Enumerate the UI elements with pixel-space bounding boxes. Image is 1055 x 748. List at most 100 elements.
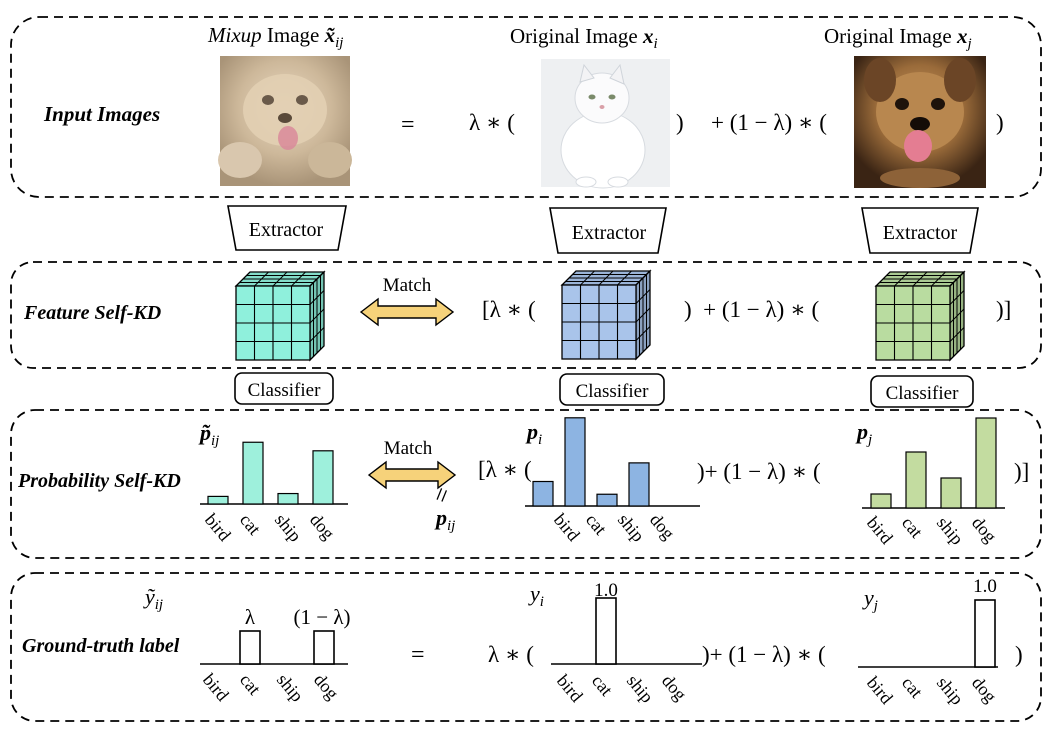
prob-match-arrow: [367, 460, 457, 490]
classifier-mixup: Classifier: [234, 372, 334, 405]
bar-bird: [870, 493, 892, 509]
tick-label-dog: dog: [646, 510, 679, 544]
classifier-mixup-label: Classifier: [248, 380, 321, 401]
row-box-feature: [10, 261, 1042, 369]
gt-close-plus: )+ (1 − λ) ∗ (: [702, 642, 826, 667]
bar-ship: [940, 477, 962, 509]
tick-label-dog: dog: [658, 671, 691, 705]
probability-title: Probability Self-KD: [17, 470, 181, 492]
bar-dog: [313, 630, 335, 665]
prob-close-plus: )+ (1 − λ) ∗ (: [697, 459, 821, 484]
feature-close-plus: ) + (1 − λ) ∗ (: [684, 297, 819, 322]
classifier-orig-i: Classifier: [559, 373, 665, 406]
gt-lambda-label: λ: [245, 605, 256, 629]
extractor-orig-i-label: Extractor: [572, 222, 647, 244]
chart-pj-probability: bird cat ship dog: [862, 417, 1005, 549]
chart-gt-yj: bird cat ship dog: [858, 599, 1001, 709]
prob-pi-symbol: pi: [525, 419, 542, 448]
tick-label-cat: cat: [236, 510, 265, 539]
bar-cat: [564, 417, 586, 507]
extractor-orig-i: Extractor: [549, 207, 667, 254]
feature-cube-mixup: [234, 270, 326, 362]
feature-match-label: Match: [383, 275, 432, 296]
tick-label-ship: ship: [273, 670, 308, 706]
bar-dog: [974, 599, 996, 668]
prob-close-bracket: )]: [1014, 459, 1029, 484]
prob-bracket-lambda: [λ ∗ (: [478, 457, 532, 482]
bar-ship: [596, 493, 618, 507]
gt-close-paren: ): [1015, 642, 1023, 667]
tick-label-ship: ship: [614, 510, 649, 546]
tick-label-bird: bird: [863, 513, 897, 548]
classifier-orig-j-label: Classifier: [886, 383, 959, 404]
chart-gt-yi: bird cat ship dog: [551, 597, 702, 707]
feature-cube-orig-i: [560, 269, 652, 361]
tick-label-dog: dog: [306, 510, 339, 544]
tick-label-bird: bird: [863, 673, 897, 708]
tick-label-dog: dog: [968, 673, 1001, 707]
bar-cat: [905, 451, 927, 509]
tick-label-ship: ship: [933, 673, 968, 709]
input-equals: =: [401, 112, 415, 138]
prob-pj-symbol: pj: [855, 419, 872, 448]
row-box-probability: [10, 409, 1042, 559]
bar-dog: [628, 462, 650, 507]
bar-bird: [207, 495, 229, 505]
mixup-caption: Mixup Image x̃ij: [207, 23, 343, 51]
gt-value-label-j: 1.0: [973, 576, 997, 597]
gt-value-label-i: 1.0: [594, 580, 618, 601]
feature-match-arrow: [359, 297, 455, 327]
tick-label-dog: dog: [310, 670, 343, 704]
prob-equal-sign: =: [426, 483, 458, 507]
input-lambda-open: λ ∗ (: [469, 110, 515, 135]
feature-title: Feature Self-KD: [23, 302, 161, 324]
cat-image: [541, 59, 670, 189]
gt-lambda-open: λ ∗ (: [488, 642, 534, 667]
tick-label-ship: ship: [623, 671, 658, 707]
gt-yi-symbol: yi: [528, 581, 544, 610]
tick-label-dog: dog: [968, 513, 1001, 547]
prob-mix-symbol: p̃ij: [198, 420, 219, 449]
extractor-orig-j-label: Extractor: [883, 222, 958, 244]
bar-dog: [312, 450, 334, 505]
extractor-mixup-label: Extractor: [249, 219, 324, 241]
ground-truth-title: Ground-truth label: [22, 635, 180, 657]
tick-label-bird: bird: [553, 671, 587, 706]
bar-cat: [239, 630, 261, 665]
orig-j-caption: Original Image xj: [824, 24, 972, 52]
gt-yj-symbol: yj: [862, 585, 878, 614]
tick-label-bird: bird: [550, 510, 584, 545]
tick-label-bird: bird: [201, 510, 235, 545]
tick-label-ship: ship: [933, 513, 968, 549]
bar-cat: [242, 441, 264, 505]
gt-equals: =: [411, 642, 425, 668]
chart-gt-mixup: bird cat ship dog: [199, 630, 348, 706]
prob-match-label: Match: [384, 438, 433, 459]
row-box-input: [10, 16, 1042, 198]
tick-label-cat: cat: [236, 670, 265, 699]
tick-label-cat: cat: [588, 671, 617, 700]
input-plus-term: + (1 − λ) ∗ (: [711, 110, 827, 135]
extractor-orig-j: Extractor: [861, 207, 979, 254]
classifier-orig-j: Classifier: [870, 375, 974, 408]
tick-label-cat: cat: [898, 513, 927, 542]
chart-mixup-probability: bird cat ship dog: [200, 441, 348, 546]
feature-cube-orig-j: [874, 270, 966, 362]
input-close-paren-2: ): [996, 110, 1004, 135]
tick-label-cat: cat: [582, 510, 611, 539]
bar-ship: [277, 492, 299, 505]
input-images-title: Input Images: [43, 102, 160, 126]
tick-label-bird: bird: [199, 670, 233, 705]
gt-one-minus-lambda-label: (1 − λ): [293, 605, 350, 629]
tick-label-ship: ship: [271, 510, 306, 546]
bar-cat: [595, 597, 617, 665]
bar-bird: [532, 480, 554, 507]
feature-bracket-lambda: [λ ∗ (: [482, 297, 536, 322]
orig-i-caption: Original Image xi: [510, 24, 658, 52]
bar-dog: [975, 417, 997, 509]
mixup-image: [218, 56, 352, 186]
tick-label-cat: cat: [898, 673, 927, 702]
extractor-mixup: Extractor: [227, 205, 347, 251]
